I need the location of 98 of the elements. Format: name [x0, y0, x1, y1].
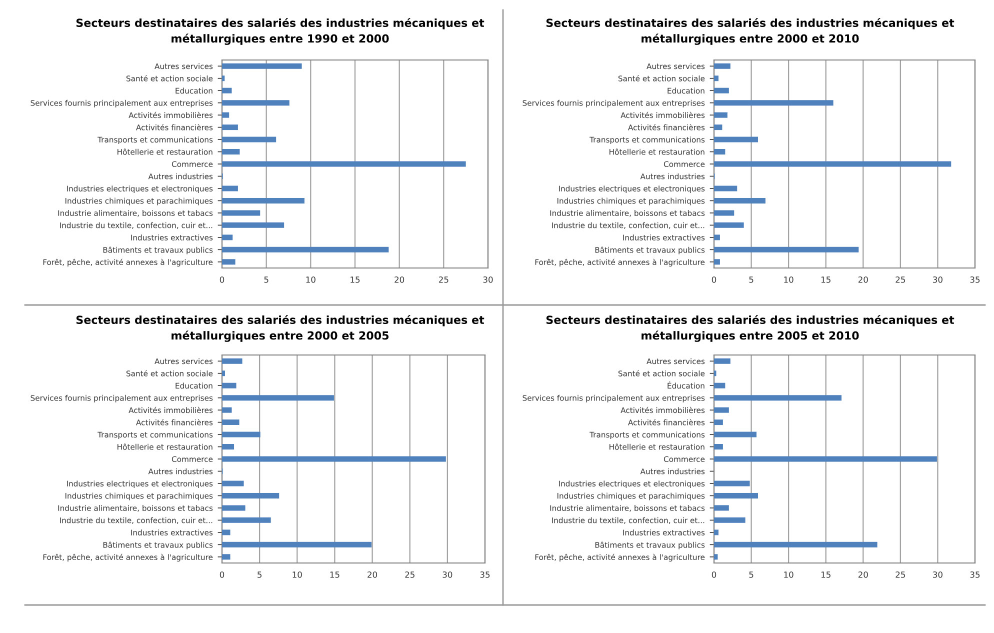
bar	[714, 259, 720, 265]
x-tick-label: 20	[394, 276, 404, 283]
bar	[222, 382, 236, 388]
bar	[222, 88, 232, 94]
bar	[714, 100, 834, 106]
bar	[714, 395, 842, 401]
bar	[714, 517, 746, 523]
bar	[222, 420, 240, 426]
x-tick-label: 5	[264, 276, 268, 283]
bar	[714, 76, 718, 82]
x-tick-label: 5	[258, 572, 262, 578]
x-tick-label: 10	[784, 276, 794, 283]
x-tick-label: 20	[858, 571, 868, 578]
x-tick-label: 15	[350, 276, 360, 283]
bar	[714, 149, 726, 155]
bar	[222, 246, 389, 252]
bar	[222, 136, 276, 142]
bar	[714, 210, 734, 216]
bar	[714, 63, 730, 69]
chart-title: Secteurs destinataires des salariés des industries mécaniques et métallurgiques entre 2000 et 2005	[76, 315, 484, 342]
bar	[222, 259, 236, 265]
x-tick-label: 35	[970, 571, 980, 578]
bar	[222, 149, 240, 155]
bar	[714, 382, 726, 388]
bar	[222, 480, 244, 486]
bar	[222, 210, 260, 216]
bar	[714, 198, 766, 204]
bar	[222, 505, 246, 511]
x-tick-label: 30	[933, 276, 942, 283]
x-tick-label: 15	[330, 572, 340, 578]
bar	[222, 63, 302, 69]
x-tick-label: 20	[368, 571, 378, 578]
bar	[714, 234, 720, 240]
x-tick-label: 15	[821, 276, 830, 283]
x-tick-label: 25	[438, 276, 448, 283]
chart-title: Secteurs destinataires des salariés des industries mécaniques et métallurgiques entre 1990 et 2000	[76, 18, 484, 45]
bar	[222, 492, 280, 498]
bar	[222, 234, 233, 240]
x-tick-label: 30	[483, 276, 493, 283]
x-tick-label: 5	[749, 572, 754, 578]
bar	[222, 432, 260, 438]
bar	[222, 554, 230, 560]
bar	[714, 554, 718, 560]
x-tick-label: 0	[712, 571, 716, 578]
bar	[714, 530, 718, 536]
bar	[222, 76, 225, 82]
bar	[714, 88, 729, 94]
x-tick-label: 25	[896, 571, 906, 578]
chart-title: Secteurs destinataires des salariés des industries mécaniques et métallurgiques entre 2000 et 2010	[546, 18, 954, 45]
bar	[714, 444, 723, 450]
bar	[222, 370, 226, 376]
bar	[714, 542, 878, 548]
bar	[714, 186, 738, 192]
bar	[222, 444, 234, 450]
bar	[222, 161, 466, 167]
bar	[222, 186, 238, 192]
bar	[222, 407, 232, 413]
bar	[222, 530, 230, 536]
x-tick-label: 0	[712, 276, 716, 283]
bar	[714, 420, 723, 426]
x-tick-label: 35	[480, 571, 490, 578]
bar	[714, 407, 729, 413]
chart-title: Secteurs destinataires des salariés des industries mécaniques et métallurgiques entre 2005 et 2010	[546, 315, 954, 342]
x-tick-label: 25	[896, 276, 906, 283]
x-tick-label: 10	[292, 571, 302, 578]
bar	[714, 432, 757, 438]
bar	[714, 124, 722, 130]
bar	[222, 100, 290, 106]
bar	[222, 198, 304, 204]
bar	[714, 112, 728, 118]
x-tick-label: 5	[749, 276, 754, 283]
x-tick-label: 30	[442, 571, 452, 578]
bar	[714, 456, 937, 462]
bar	[222, 124, 238, 130]
bar	[714, 161, 952, 167]
bar	[714, 505, 729, 511]
bar	[714, 136, 758, 142]
bar	[714, 492, 758, 498]
bar	[222, 358, 242, 364]
x-tick-label: 10	[306, 276, 316, 283]
bar	[714, 358, 730, 364]
bar	[714, 480, 750, 486]
bar	[222, 517, 271, 523]
x-tick-label: 25	[405, 571, 414, 578]
bar	[222, 542, 372, 548]
x-tick-label: 15	[821, 572, 830, 578]
bar	[714, 246, 859, 252]
x-tick-label: 35	[970, 276, 980, 283]
bar	[222, 112, 230, 118]
x-tick-label: 0	[220, 571, 224, 578]
x-tick-label: 20	[858, 276, 868, 283]
bar	[222, 395, 334, 401]
bar	[714, 222, 744, 228]
x-tick-label: 10	[784, 571, 794, 578]
bar	[222, 456, 446, 462]
x-tick-label: 0	[220, 276, 224, 283]
bar	[222, 222, 284, 228]
x-tick-label: 30	[933, 571, 942, 578]
